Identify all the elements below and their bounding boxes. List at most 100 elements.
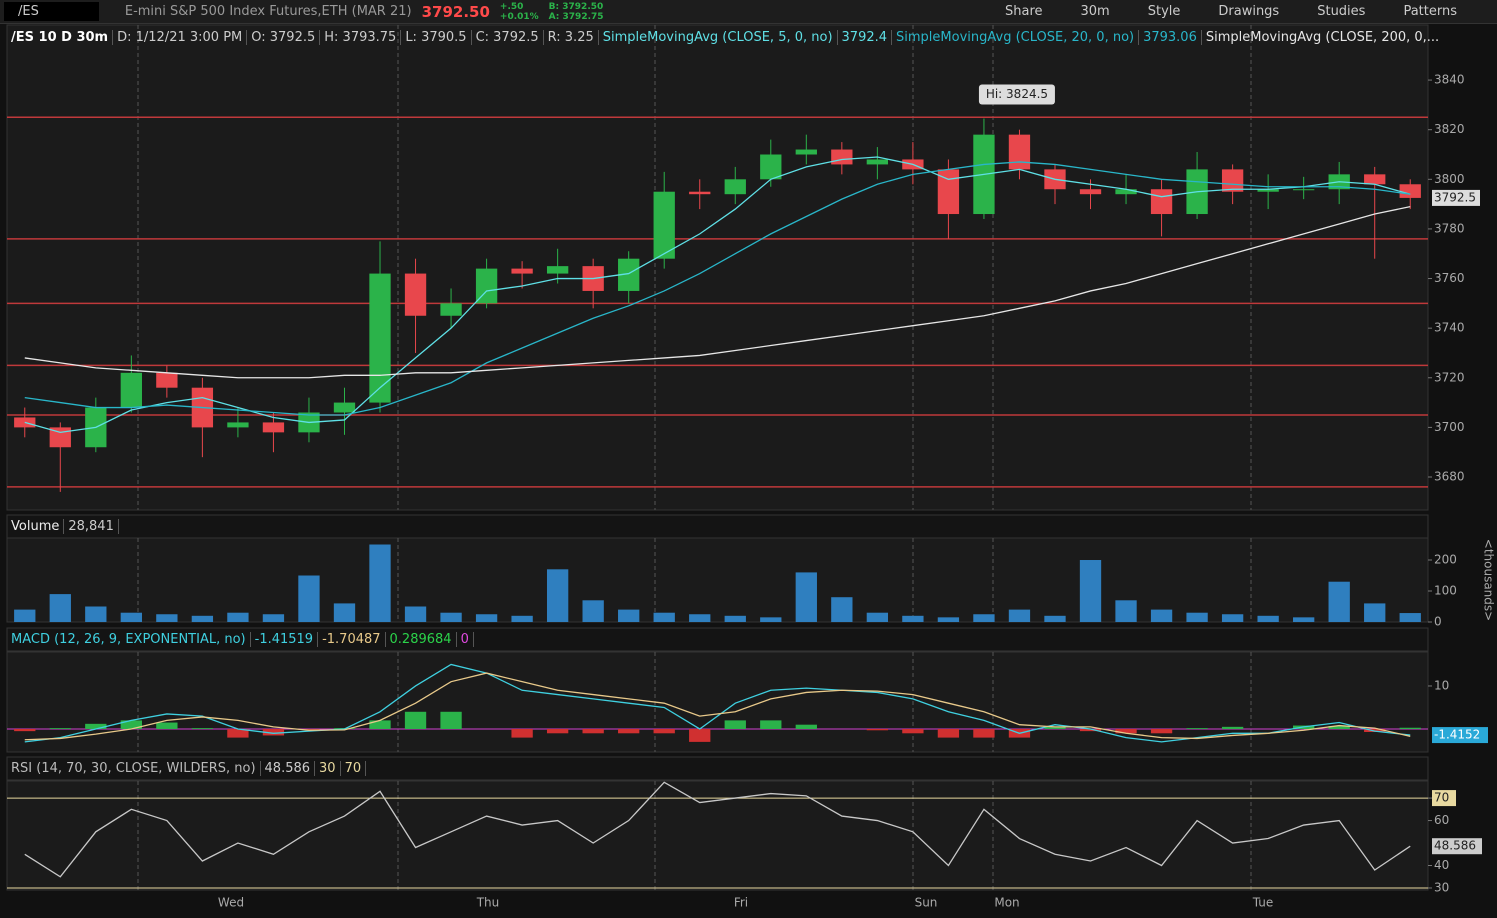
- rsi-value: 48.586: [261, 761, 316, 776]
- macd-histogram: [724, 720, 746, 729]
- sma-line: [24, 161, 1411, 416]
- rsi-line: [24, 781, 1411, 878]
- y-tick-label: 70: [1434, 791, 1449, 805]
- macd-histogram: [227, 728, 249, 738]
- y-tick-label: 100: [1434, 584, 1457, 598]
- toolbar-button[interactable]: Drawings: [1218, 4, 1280, 19]
- macd-histogram: [1044, 726, 1066, 729]
- candle-body: [1044, 169, 1066, 190]
- rsi-tag-label: 48.586: [1434, 839, 1476, 853]
- candle-body: [1150, 189, 1173, 215]
- candle-body: [546, 266, 569, 274]
- last-price: 3792.50: [421, 2, 490, 21]
- day-label: Sun: [915, 896, 938, 910]
- toolbar-button[interactable]: Studies: [1317, 4, 1366, 19]
- candle-body: [227, 422, 249, 428]
- y-tick-label: 3780: [1434, 221, 1465, 235]
- macd-histogram: [511, 728, 533, 738]
- candle-body: [120, 372, 142, 408]
- volume-bar: [14, 609, 36, 622]
- volume-bar: Volume 28,841: [7, 516, 119, 537]
- volume-bar: [1150, 609, 1173, 622]
- band-tag: [1432, 790, 1456, 807]
- macd-histogram: [120, 720, 142, 729]
- sma-value: 3793.06: [1139, 30, 1202, 45]
- candle-body: [689, 191, 711, 195]
- rsi-bar: RSI (14, 70, 30, CLOSE, WILDERS, no) 48.5…: [7, 758, 367, 779]
- y-tick-label: 3820: [1434, 122, 1465, 136]
- candle-body: [831, 149, 853, 165]
- macd-histogram: [937, 728, 960, 738]
- y-tick-label: 3740: [1434, 321, 1465, 335]
- macd-histogram: [49, 728, 71, 729]
- volume-bar: [724, 615, 746, 622]
- macd-histogram: [1399, 727, 1421, 729]
- macd-line: [24, 672, 1411, 741]
- toolbar-button[interactable]: Share: [1004, 4, 1043, 19]
- toolbar-button[interactable]: 30m: [1080, 4, 1110, 19]
- candle-body: [1293, 189, 1315, 191]
- candle-body: [191, 387, 214, 428]
- volume-bar: [795, 572, 817, 622]
- volume-bar: [937, 617, 960, 622]
- candle-body: [1186, 169, 1208, 215]
- macd-histogram: [1186, 728, 1208, 729]
- price-tag-label: 3792.5: [1434, 190, 1476, 204]
- y-tick-label: 10: [1434, 678, 1449, 692]
- volume-bar: [1221, 614, 1244, 622]
- day-label: Thu: [476, 896, 500, 910]
- range: R: 3.25: [544, 30, 599, 45]
- y-tick-label: 3700: [1434, 420, 1465, 434]
- day-label: Mon: [994, 896, 1019, 910]
- buttons: Share 30m Style Drawings Studies Patterns: [1005, 4, 1487, 19]
- candle-body: [475, 268, 498, 304]
- unit-label: <thousands>: [1482, 539, 1496, 621]
- candle-body: [582, 266, 604, 291]
- macd-histogram: [1150, 728, 1173, 734]
- symbol[interactable]: /ES: [4, 2, 99, 21]
- volume-bar: [1044, 615, 1066, 622]
- macd-zero: 0: [457, 632, 474, 647]
- volume-bar: [1186, 612, 1208, 622]
- change: +.50 +0.01%: [500, 2, 539, 22]
- candle-body: [14, 417, 36, 428]
- y-tick-label: 3760: [1434, 271, 1465, 285]
- toolbar-button[interactable]: Style: [1147, 4, 1181, 19]
- candle-body: [937, 169, 960, 215]
- day-label: Fri: [734, 896, 748, 910]
- volume-bar: [1399, 613, 1421, 622]
- info-bar: /ES 10 D 30m D: 1/12/21 3:00 PM O: 3792.…: [7, 27, 1443, 48]
- volume-bar: [1079, 560, 1102, 622]
- panel: [6, 24, 1429, 511]
- macd-line: [24, 663, 1411, 743]
- toolbar-button[interactable]: Patterns: [1403, 4, 1457, 19]
- toolbar: /ES E-mini S&P 500 Index Futures,ETH (MA…: [0, 0, 1497, 24]
- volume-bar: [262, 614, 285, 622]
- macd-histogram: [1328, 725, 1350, 729]
- candle-body: [1399, 184, 1421, 198]
- candle-body: [795, 149, 817, 155]
- candle-body: [1079, 189, 1102, 195]
- macd-histogram: [262, 728, 285, 736]
- macd-value: -1.41519: [251, 632, 319, 647]
- macd-tag: [1432, 727, 1488, 744]
- y-tick-label: 3680: [1434, 470, 1465, 484]
- quote: B: 3792.50 A: 3792.75: [549, 2, 604, 22]
- candle-body: [511, 268, 533, 274]
- macd-diff: 0.289684: [386, 632, 457, 647]
- volume-bar: [49, 594, 71, 622]
- candle-body: [85, 407, 107, 448]
- day-label: Wed: [218, 896, 244, 910]
- candle-body: [866, 159, 889, 165]
- candle-body: [618, 258, 640, 291]
- volume-bar: [973, 614, 995, 622]
- rsi-band: 70: [341, 761, 367, 776]
- candle-body: [156, 372, 178, 388]
- candle-body: [298, 412, 320, 433]
- y-tick-label: 40: [1434, 858, 1449, 872]
- candle-body: [49, 427, 71, 448]
- volume-bar: [85, 606, 107, 622]
- macd-histogram: [440, 711, 462, 729]
- macd-histogram: [1293, 725, 1315, 729]
